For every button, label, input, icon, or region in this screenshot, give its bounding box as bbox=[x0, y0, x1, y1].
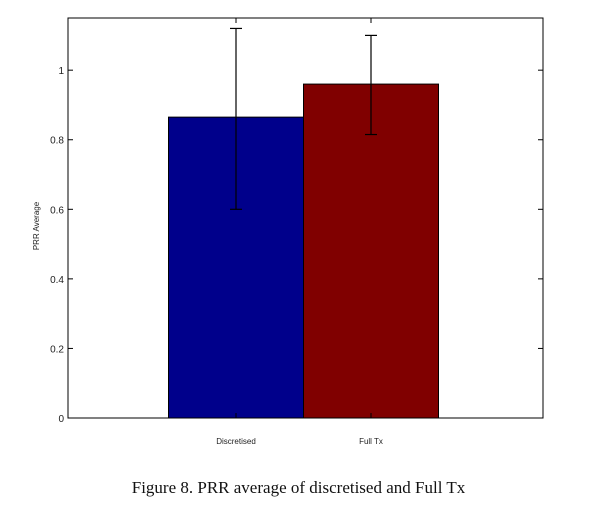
y-tick-label: 1 bbox=[58, 66, 64, 77]
y-tick-label: 0.2 bbox=[50, 344, 64, 355]
x-tick-label: Full Tx bbox=[359, 437, 383, 446]
y-tick-label: 0 bbox=[58, 414, 64, 425]
y-tick-label: 0.4 bbox=[50, 275, 64, 286]
y-axis-label: PRR Average bbox=[32, 201, 41, 250]
bar-chart: 0 0.2 0.4 0.6 0.8 1 Discretised Full Tx PRR Ave… bbox=[32, 17, 544, 446]
y-tick-label: 0.6 bbox=[50, 205, 64, 216]
plot-area: 0 0.2 0.4 0.6 0.8 1 Discretised Full Tx bbox=[50, 17, 544, 446]
figure-caption: Figure 8. PRR average of discretised and… bbox=[131, 478, 466, 497]
x-tick-label: Discretised bbox=[216, 437, 256, 446]
y-tick-label: 0.8 bbox=[50, 136, 64, 147]
